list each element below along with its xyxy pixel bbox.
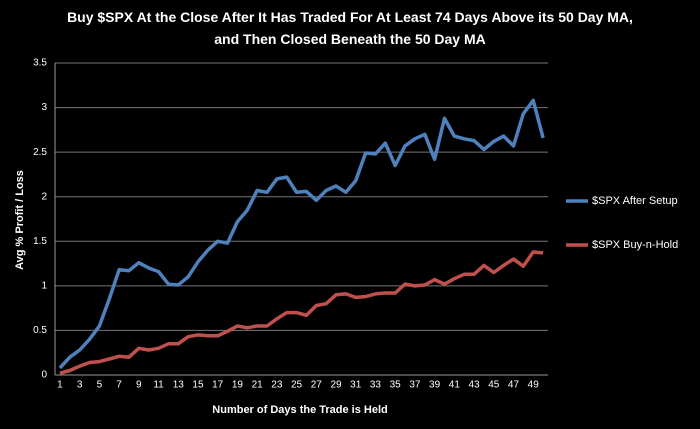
- x-tick-label: 1: [57, 380, 63, 391]
- legend-label: $SPX Buy-n-Hold: [592, 239, 678, 251]
- x-tick-label: 7: [116, 380, 122, 391]
- y-tick-label: 1: [41, 280, 47, 291]
- x-tick-label: 23: [271, 380, 283, 391]
- y-tick-label: 2: [41, 191, 47, 202]
- x-tick-label: 43: [468, 380, 480, 391]
- x-tick-label: 11: [153, 380, 164, 391]
- y-tick-label: 1.5: [33, 236, 47, 247]
- x-tick-label: 3: [77, 380, 83, 391]
- legend-label: $SPX After Setup: [592, 195, 678, 207]
- x-tick-label: 5: [97, 380, 103, 391]
- x-tick-label: 25: [291, 380, 303, 391]
- y-axis-label: Avg % Profit / Loss: [14, 170, 26, 270]
- x-tick-label: 19: [232, 380, 244, 391]
- x-tick-label: 49: [528, 380, 540, 391]
- x-tick-label: 17: [212, 380, 224, 391]
- x-tick-label: 13: [173, 380, 185, 391]
- x-tick-label: 41: [449, 380, 461, 391]
- x-tick-label: 39: [429, 380, 441, 391]
- x-axis-label: Number of Days the Trade is Held: [212, 404, 387, 416]
- y-tick-label: 0.5: [33, 325, 47, 336]
- x-tick-label: 37: [409, 380, 421, 391]
- x-tick-label: 9: [136, 380, 142, 391]
- x-tick-label: 27: [311, 380, 323, 391]
- x-tick-label: 35: [390, 380, 402, 391]
- x-tick-label: 47: [508, 380, 520, 391]
- x-tick-label: 29: [330, 380, 342, 391]
- y-tick-label: 2.5: [33, 147, 47, 158]
- x-tick-label: 45: [488, 380, 500, 391]
- y-tick-label: 3.5: [33, 58, 47, 69]
- data-line: [59, 250, 544, 375]
- x-tick-label: 21: [252, 380, 264, 391]
- y-tick-label: 3: [41, 102, 47, 113]
- x-tick-label: 31: [350, 380, 362, 391]
- x-tick-label: 33: [370, 380, 382, 391]
- data-line: [58, 98, 545, 370]
- y-tick-label: 0: [41, 370, 47, 381]
- chart-title: Buy $SPX At the Close After It Has Trade…: [67, 9, 633, 47]
- x-tick-label: 15: [192, 380, 204, 391]
